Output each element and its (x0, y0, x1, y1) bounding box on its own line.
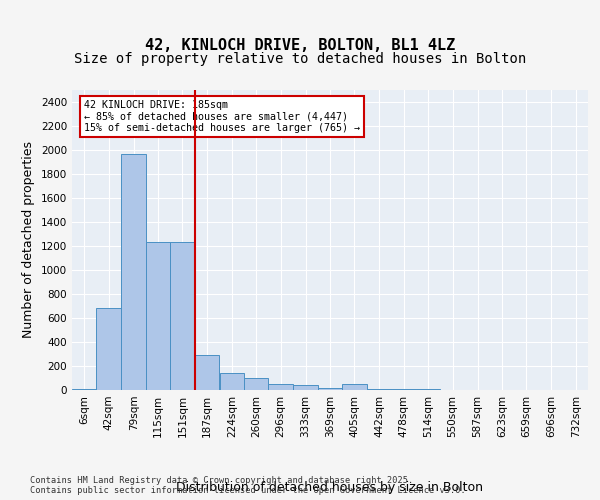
Bar (244, 378, 268, 390)
Text: Contains HM Land Registry data © Crown copyright and database right 2025.
Contai: Contains HM Land Registry data © Crown c… (30, 476, 466, 495)
Y-axis label: Number of detached properties: Number of detached properties (22, 142, 35, 338)
Text: 42 KINLOCH DRIVE: 185sqm
← 85% of detached houses are smaller (4,447)
15% of sem: 42 KINLOCH DRIVE: 185sqm ← 85% of detach… (84, 100, 360, 133)
Bar (220, 372, 244, 390)
Bar (170, 242, 194, 390)
Bar (121, 154, 146, 390)
Bar (318, 388, 342, 390)
Text: 42, KINLOCH DRIVE, BOLTON, BL1 4LZ: 42, KINLOCH DRIVE, BOLTON, BL1 4LZ (145, 38, 455, 52)
X-axis label: Distribution of detached houses by size in Bolton: Distribution of detached houses by size … (176, 482, 484, 494)
Text: Size of property relative to detached houses in Bolton: Size of property relative to detached ho… (74, 52, 526, 66)
Bar (268, 384, 293, 390)
Bar (194, 355, 219, 390)
Bar (293, 385, 318, 390)
Bar (97, 308, 121, 390)
Bar (146, 242, 170, 390)
Bar (342, 384, 367, 390)
